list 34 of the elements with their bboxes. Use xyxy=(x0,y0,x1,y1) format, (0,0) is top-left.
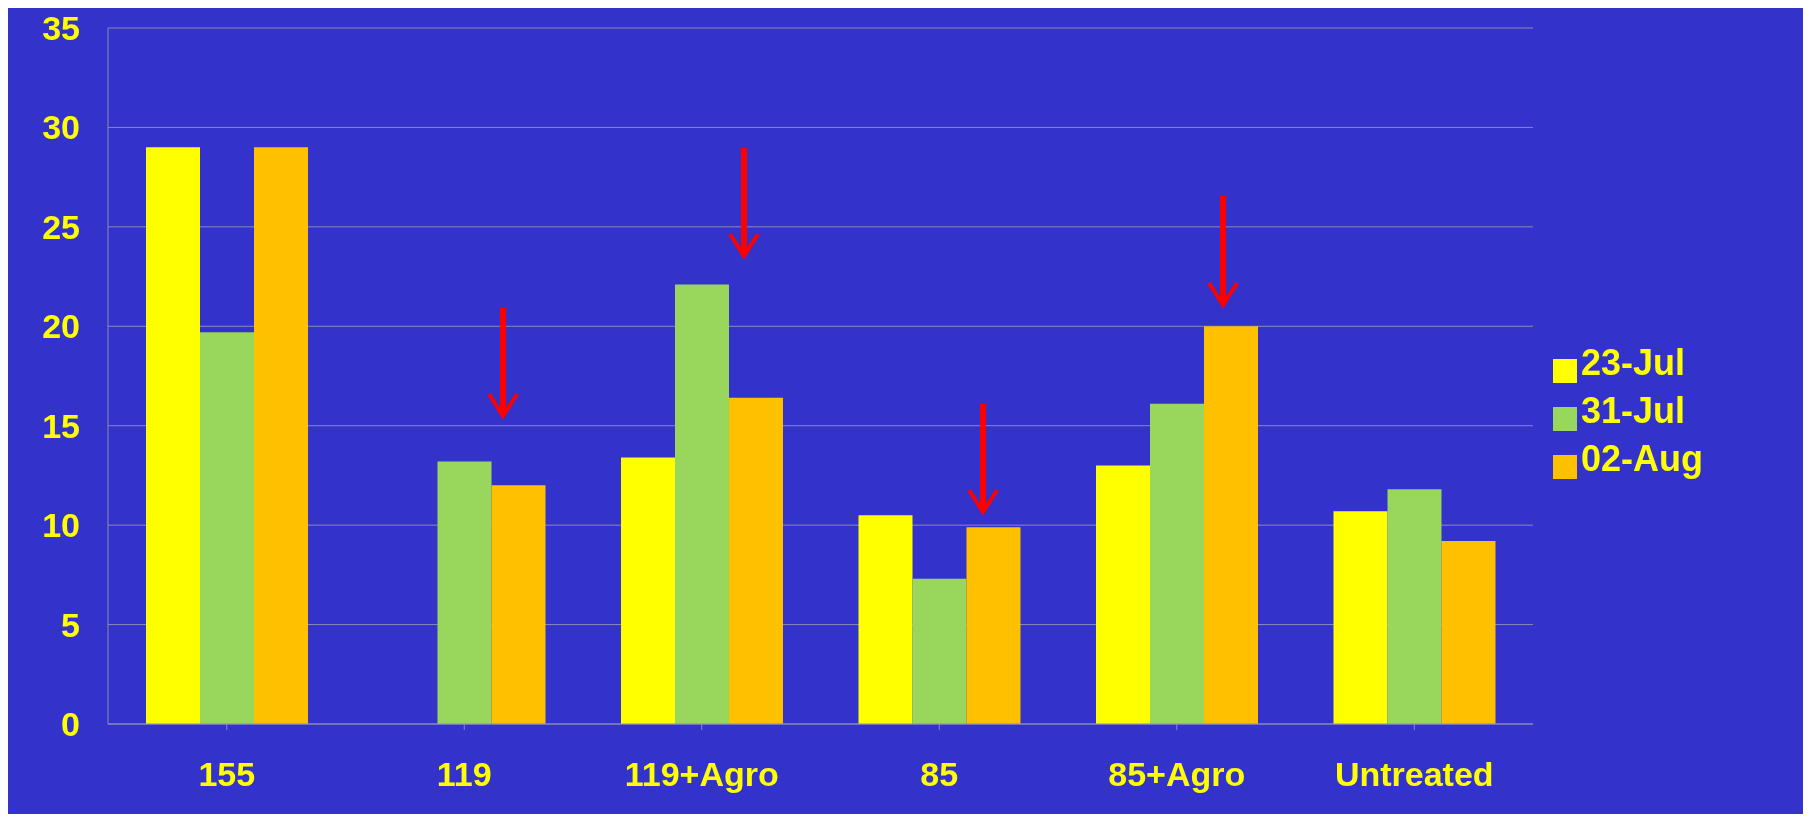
x-tick-label: 85+Agro xyxy=(1108,755,1246,794)
bar xyxy=(1387,489,1442,724)
bar xyxy=(675,284,729,724)
x-tick-label: 119+Agro xyxy=(624,755,779,794)
bar xyxy=(1441,541,1496,724)
bar xyxy=(1204,326,1258,724)
y-tick-label: 20 xyxy=(42,307,80,346)
bar xyxy=(912,578,967,724)
x-tick-label: 119 xyxy=(436,755,492,794)
bar xyxy=(254,147,308,724)
legend-label: 23-Jul xyxy=(1581,342,1686,383)
bar xyxy=(491,485,546,724)
y-tick-label: 25 xyxy=(42,207,80,246)
bar xyxy=(200,332,254,724)
bar xyxy=(966,527,1021,724)
x-tick-label: Untreated xyxy=(1334,755,1494,794)
x-tick-label: 85 xyxy=(920,755,959,794)
y-tick-label: 5 xyxy=(61,605,80,644)
bar xyxy=(1150,403,1204,724)
bar xyxy=(1333,511,1388,724)
bar xyxy=(621,457,675,724)
y-tick-label: 35 xyxy=(42,9,80,48)
legend-label: 02-Aug xyxy=(1581,438,1704,479)
x-tick-label: 155 xyxy=(198,755,256,794)
bar xyxy=(1096,465,1150,724)
y-tick-label: 0 xyxy=(61,705,80,744)
y-tick-label: 15 xyxy=(42,406,80,445)
bar xyxy=(729,397,783,724)
y-tick-label: 30 xyxy=(42,108,80,147)
legend-label: 31-Jul xyxy=(1581,390,1686,431)
bar xyxy=(437,461,492,724)
bar xyxy=(858,515,913,724)
y-tick-label: 10 xyxy=(42,506,80,545)
bar xyxy=(146,147,200,724)
